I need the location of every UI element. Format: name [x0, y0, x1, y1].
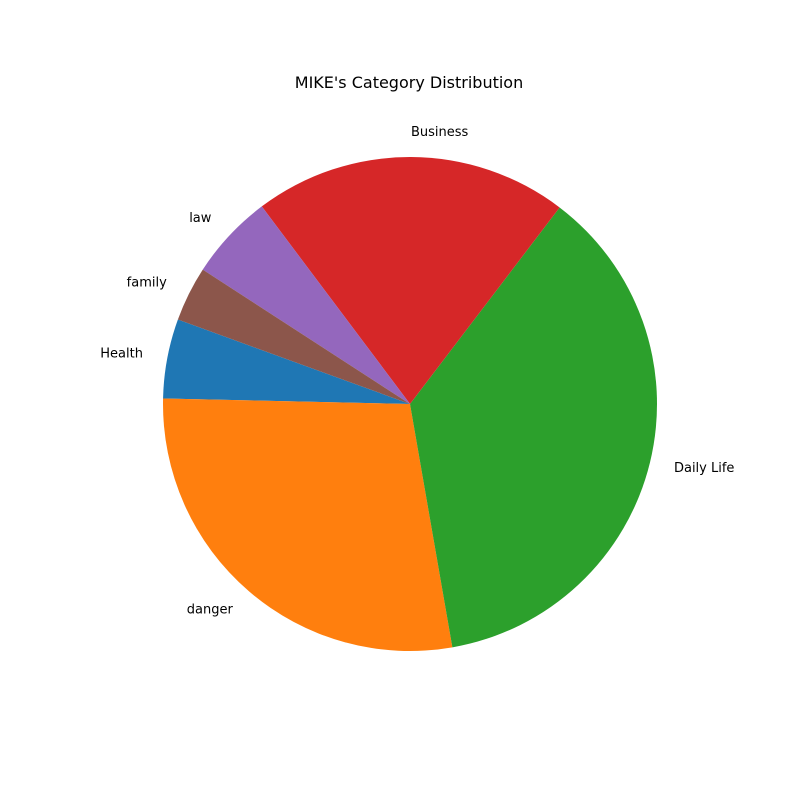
pie-slice-family — [177, 269, 410, 404]
pie-label-family: family — [127, 275, 167, 290]
pie-slices — [162, 157, 657, 652]
pie-label-law: law — [189, 211, 212, 226]
pie-label-health: Health — [100, 346, 143, 361]
pie-slice-health — [163, 319, 410, 404]
pie-label-danger: danger — [187, 602, 234, 617]
pie-slice-danger — [162, 398, 453, 652]
pie-slice-daily-life — [410, 207, 657, 648]
chart-title: MIKE's Category Distribution — [295, 73, 523, 92]
pie-label-daily-life: Daily Life — [674, 461, 734, 476]
pie-labels: Health danger Daily Life Business law family — [100, 125, 734, 618]
pie-slice-law — [202, 206, 410, 404]
pie-label-business: Business — [411, 125, 469, 140]
pie-slice-business — [261, 157, 560, 404]
